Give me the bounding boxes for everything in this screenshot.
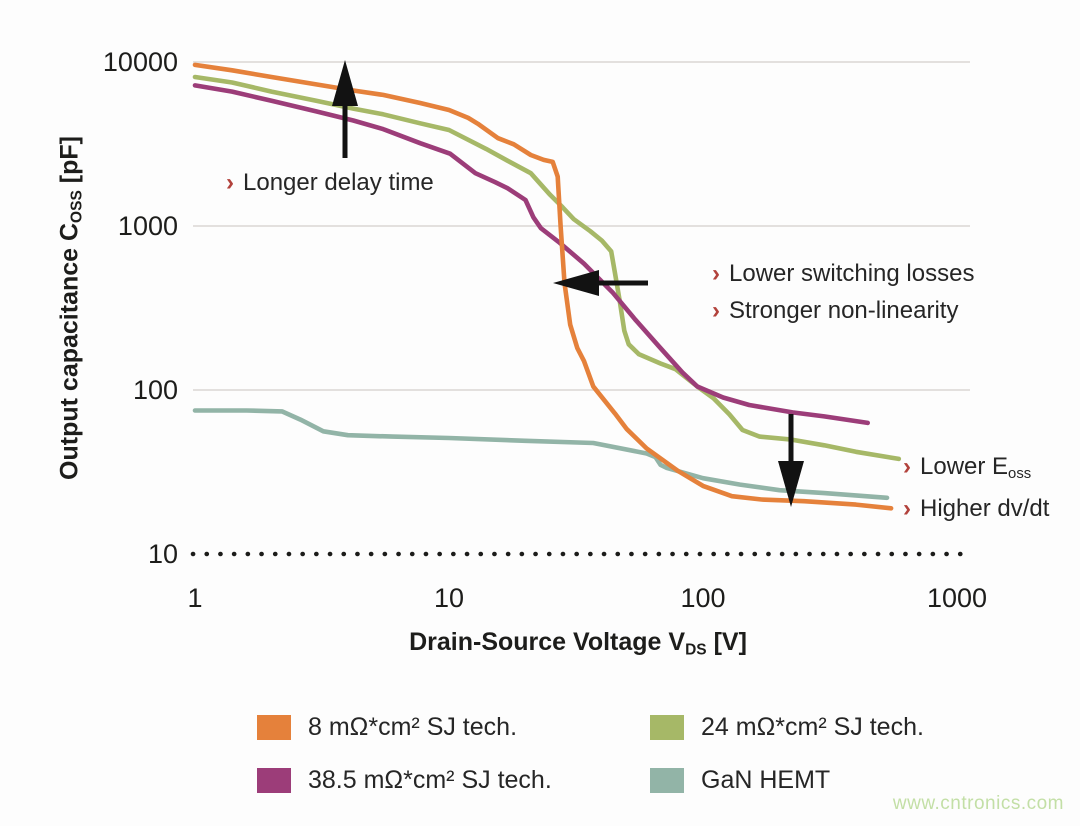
y-axis-title-text: Output capacitance C xyxy=(55,222,84,480)
x-axis-title-text: Drain-Source Voltage V xyxy=(409,628,686,656)
watermark: www.cntronics.com xyxy=(892,793,1064,814)
annotation-lower-eoss: › Lower Eoss xyxy=(903,452,1049,489)
annotation-text: Higher dv/dt xyxy=(920,495,1050,523)
x-tick-1: 1 xyxy=(187,583,203,613)
series-line-gan-hemt xyxy=(192,408,890,501)
y-tick-10000: 10000 xyxy=(102,47,178,77)
legend-item-gan-hemt: GaN HEMT xyxy=(650,766,830,795)
legend-swatch-green xyxy=(650,715,684,740)
legend-label: 24 mΩ*cm² SJ tech. xyxy=(701,713,924,741)
series-line-38-5-m-cm-sj-tech- xyxy=(192,83,871,426)
annotation-text: Lower E xyxy=(920,453,1009,480)
y-tick-100: 100 xyxy=(132,375,178,405)
up-arrow-head xyxy=(332,60,358,106)
y-axis-title: Output capacitance COSS [pF] xyxy=(55,136,86,480)
annotation-subscript: oss xyxy=(1008,466,1032,483)
chevron-icon: › xyxy=(712,297,720,324)
legend-item-24mohm: 24 mΩ*cm² SJ tech. xyxy=(650,713,924,742)
chevron-icon: › xyxy=(712,260,720,287)
legend-swatch-orange xyxy=(257,715,291,740)
x-axis-title-unit: [V] xyxy=(706,628,747,656)
annotation-lower-switching-losses: › Lower switching losses xyxy=(712,259,974,289)
x-tick-10: 10 xyxy=(433,583,465,613)
x-tick-100: 100 xyxy=(680,583,726,613)
y-tick-10: 10 xyxy=(147,539,178,569)
chevron-icon: › xyxy=(903,453,911,480)
annotation-higher-dvdt: › Higher dv/dt xyxy=(903,494,1049,524)
y-axis-title-unit: [pF] xyxy=(55,136,84,191)
y-axis-title-subscript: OSS xyxy=(68,190,86,223)
legend-swatch-teal xyxy=(650,768,684,793)
annotation-text: Longer delay time xyxy=(243,169,434,196)
annotation-longer-delay-time: › Longer delay time xyxy=(226,168,434,198)
legend-label: 38.5 mΩ*cm² SJ tech. xyxy=(308,766,552,794)
down-arrow-head xyxy=(778,461,804,507)
chevron-icon: › xyxy=(226,169,234,196)
annotation-switching-group: › Lower switching losses › Stronger non-li… xyxy=(712,259,974,326)
annotation-text: Lower switching losses xyxy=(729,260,975,287)
annotation-text: Stronger non-linearity xyxy=(729,297,959,324)
x-axis-title-subscript: DS xyxy=(685,641,707,659)
left-arrow-head xyxy=(553,270,599,296)
legend-item-8mohm: 8 mΩ*cm² SJ tech. xyxy=(257,713,517,742)
chevron-icon: › xyxy=(903,495,911,523)
y-tick-1000: 1000 xyxy=(117,211,178,241)
legend-swatch-purple xyxy=(257,768,291,793)
series-line-8-m-cm-sj-tech- xyxy=(192,62,894,511)
series-line-24-m-cm-sj-tech- xyxy=(192,74,902,462)
legend-label: 8 mΩ*cm² SJ tech. xyxy=(308,713,518,741)
x-axis-title: Drain-Source Voltage VDS [V] xyxy=(409,628,747,659)
x-tick-1000: 1000 xyxy=(926,583,988,613)
legend-item-38-5mohm: 38.5 mΩ*cm² SJ tech. xyxy=(257,766,552,795)
legend-label: GaN HEMT xyxy=(701,766,831,794)
annotation-eoss-group: › Lower Eoss › Higher dv/dt xyxy=(903,452,1049,524)
annotation-stronger-non-linearity: › Stronger non-linearity xyxy=(712,296,974,326)
